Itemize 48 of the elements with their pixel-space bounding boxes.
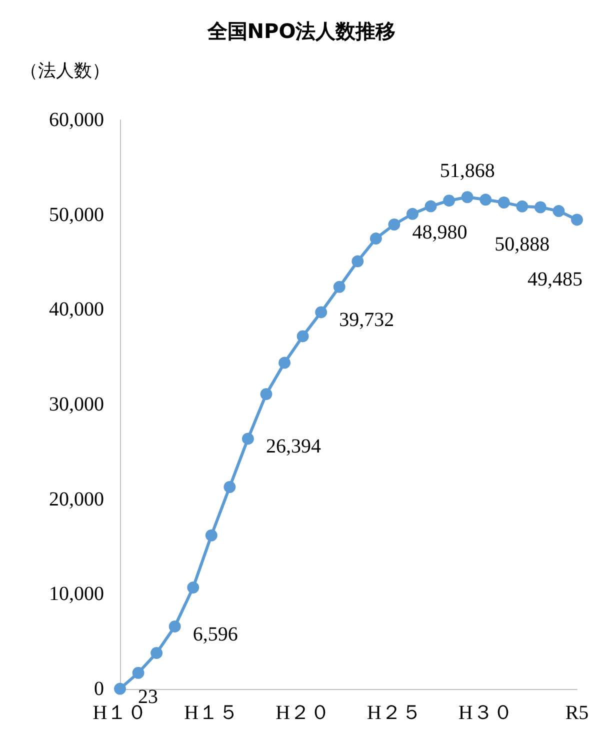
point bbox=[480, 194, 492, 206]
data-label: 6,596 bbox=[192, 623, 238, 646]
x-tick-label: H２５ bbox=[366, 702, 422, 724]
y-tick-label: 20,000 bbox=[49, 488, 104, 510]
point bbox=[571, 214, 583, 226]
point bbox=[461, 191, 474, 204]
point bbox=[552, 205, 565, 218]
point bbox=[187, 582, 200, 594]
x-tick-label: R5 bbox=[565, 702, 589, 724]
y-tick-label: 0 bbox=[94, 678, 104, 700]
point bbox=[498, 196, 510, 208]
data-label: 48,980 bbox=[412, 222, 468, 244]
y-axis-title: （法人数） bbox=[20, 60, 110, 82]
data-label: 26,394 bbox=[266, 436, 321, 458]
y-tick-label: 50,000 bbox=[49, 204, 104, 226]
x-tick-label: H２０ bbox=[276, 702, 330, 724]
x-tick-label: H１０ bbox=[92, 702, 148, 724]
chart-title: 全国NPO法人数推移 bbox=[206, 19, 396, 43]
point bbox=[388, 218, 400, 231]
point bbox=[443, 194, 456, 207]
point bbox=[278, 356, 291, 369]
y-tick-label: 10,000 bbox=[49, 583, 104, 606]
point bbox=[333, 280, 346, 293]
y-tick-label: 30,000 bbox=[49, 394, 104, 416]
point bbox=[260, 388, 272, 400]
point bbox=[114, 682, 126, 695]
data-label: 49,485 bbox=[528, 268, 582, 291]
point bbox=[132, 666, 144, 679]
data-label: 39,732 bbox=[339, 309, 394, 332]
point bbox=[242, 432, 254, 445]
point bbox=[406, 208, 418, 220]
point bbox=[424, 200, 437, 212]
data-label: 51,868 bbox=[440, 160, 495, 182]
x-tick-label: H１５ bbox=[184, 702, 239, 724]
point bbox=[315, 306, 328, 318]
point bbox=[296, 330, 309, 342]
x-tick-label: H３０ bbox=[458, 702, 513, 724]
y-tick-label: 40,000 bbox=[49, 298, 104, 321]
data-label: 50,888 bbox=[494, 233, 550, 256]
point bbox=[150, 646, 163, 659]
point bbox=[168, 620, 181, 632]
point bbox=[516, 200, 528, 212]
point bbox=[370, 232, 382, 245]
point bbox=[205, 529, 218, 542]
point bbox=[352, 255, 364, 268]
y-tick-label: 60,000 bbox=[49, 109, 104, 131]
point bbox=[534, 201, 546, 214]
point bbox=[224, 481, 236, 493]
